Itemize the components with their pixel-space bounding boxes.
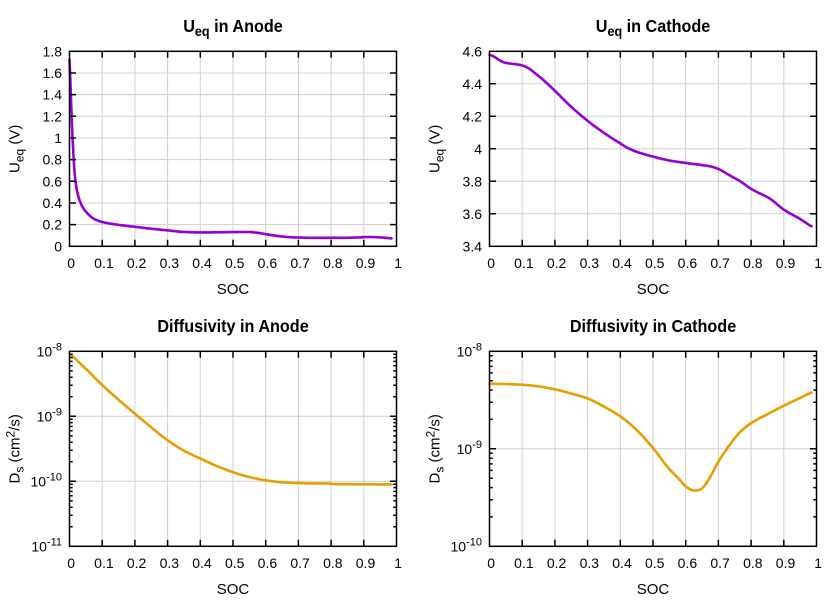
svg-text:10-9: 10-9 [37, 406, 62, 424]
svg-text:0.5: 0.5 [225, 255, 245, 271]
svg-text:10-8: 10-8 [457, 341, 482, 359]
svg-text:4.2: 4.2 [463, 108, 483, 124]
svg-text:10-8: 10-8 [37, 341, 62, 359]
svg-text:0.4: 0.4 [612, 255, 632, 271]
svg-text:0.2: 0.2 [127, 255, 147, 271]
svg-text:0: 0 [54, 238, 62, 254]
svg-text:4.4: 4.4 [463, 76, 483, 92]
svg-text:1.4: 1.4 [43, 87, 63, 103]
svg-text:1: 1 [394, 555, 402, 571]
svg-text:0.2: 0.2 [547, 255, 567, 271]
svg-text:0.7: 0.7 [710, 255, 730, 271]
svg-text:4.6: 4.6 [463, 43, 483, 59]
svg-text:3.6: 3.6 [463, 206, 483, 222]
svg-text:0.4: 0.4 [192, 255, 212, 271]
svg-text:SOC: SOC [217, 281, 250, 298]
svg-text:0.6: 0.6 [258, 555, 278, 571]
svg-text:0.9: 0.9 [356, 555, 376, 571]
svg-text:0.8: 0.8 [323, 255, 343, 271]
svg-text:0.5: 0.5 [645, 255, 665, 271]
svg-text:0.1: 0.1 [94, 255, 114, 271]
svg-text:Ueq (V): Ueq (V) [7, 125, 27, 173]
svg-text:0.8: 0.8 [743, 255, 763, 271]
svg-text:0.6: 0.6 [678, 555, 698, 571]
svg-text:0.6: 0.6 [43, 173, 63, 189]
svg-text:0: 0 [487, 255, 495, 271]
svg-text:Diffusivity in Anode: Diffusivity in Anode [157, 316, 308, 336]
svg-text:0.7: 0.7 [710, 555, 730, 571]
svg-text:0.3: 0.3 [160, 555, 180, 571]
svg-text:0.3: 0.3 [580, 555, 600, 571]
svg-text:0.5: 0.5 [225, 555, 245, 571]
svg-text:0.3: 0.3 [160, 255, 180, 271]
svg-text:0.9: 0.9 [776, 555, 796, 571]
svg-text:0.1: 0.1 [514, 555, 534, 571]
svg-text:SOC: SOC [637, 281, 670, 298]
svg-text:0.8: 0.8 [43, 152, 63, 168]
svg-text:0.8: 0.8 [323, 555, 343, 571]
svg-text:Diffusivity in Cathode: Diffusivity in Cathode [570, 316, 736, 336]
svg-text:0.6: 0.6 [258, 255, 278, 271]
svg-text:SOC: SOC [637, 581, 670, 598]
svg-text:0.2: 0.2 [547, 555, 567, 571]
svg-text:0.4: 0.4 [43, 195, 63, 211]
svg-text:0.4: 0.4 [192, 555, 212, 571]
svg-text:0.5: 0.5 [645, 555, 665, 571]
svg-text:10-10: 10-10 [451, 536, 482, 554]
svg-text:10-11: 10-11 [31, 536, 62, 554]
svg-text:1.6: 1.6 [43, 65, 63, 81]
svg-text:10-10: 10-10 [31, 471, 62, 489]
svg-text:0.6: 0.6 [678, 255, 698, 271]
svg-text:Ds (cm2/s): Ds (cm2/s) [4, 414, 27, 483]
svg-text:0.4: 0.4 [612, 555, 632, 571]
svg-text:0.2: 0.2 [127, 555, 147, 571]
svg-text:0.7: 0.7 [290, 255, 310, 271]
svg-text:0: 0 [487, 555, 495, 571]
svg-text:SOC: SOC [217, 581, 250, 598]
svg-text:4: 4 [474, 141, 482, 157]
svg-text:1: 1 [54, 130, 62, 146]
svg-text:3.8: 3.8 [463, 173, 483, 189]
svg-text:0.8: 0.8 [743, 555, 763, 571]
svg-text:0.3: 0.3 [580, 255, 600, 271]
svg-text:Ds (cm2/s): Ds (cm2/s) [424, 414, 447, 483]
svg-text:0: 0 [67, 255, 75, 271]
svg-text:Ueq in Anode: Ueq in Anode [183, 16, 283, 39]
svg-text:Ueq in Cathode: Ueq in Cathode [596, 16, 711, 39]
svg-text:Ueq (V): Ueq (V) [427, 125, 447, 173]
svg-text:0.1: 0.1 [94, 555, 114, 571]
svg-text:0.9: 0.9 [776, 255, 796, 271]
svg-text:1: 1 [814, 555, 822, 571]
svg-text:0: 0 [67, 555, 75, 571]
svg-text:1: 1 [394, 255, 402, 271]
svg-text:0.9: 0.9 [356, 255, 376, 271]
svg-text:10-9: 10-9 [457, 439, 482, 457]
svg-text:1.8: 1.8 [43, 43, 63, 59]
svg-text:1.2: 1.2 [43, 108, 63, 124]
svg-text:3.4: 3.4 [463, 238, 483, 254]
svg-text:0.2: 0.2 [43, 217, 63, 233]
svg-text:0.7: 0.7 [290, 555, 310, 571]
svg-text:1: 1 [814, 255, 822, 271]
svg-text:0.1: 0.1 [514, 255, 534, 271]
